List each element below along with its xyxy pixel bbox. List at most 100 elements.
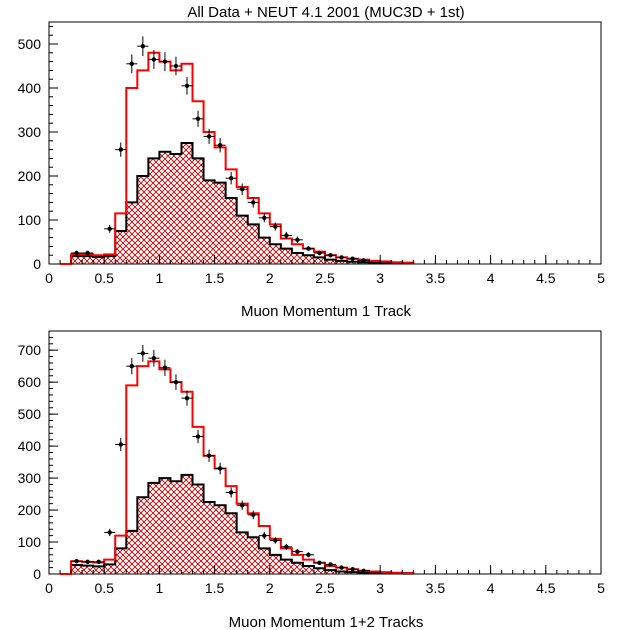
- data-point: [104, 224, 116, 233]
- data-point-marker: [151, 355, 157, 361]
- data-point-marker: [361, 258, 366, 263]
- x-tick-label: 3.5: [426, 270, 446, 286]
- data-point-marker: [129, 363, 134, 369]
- data-point: [280, 543, 292, 550]
- data-point-marker: [74, 559, 79, 564]
- data-point-marker: [107, 226, 112, 231]
- data-point: [148, 49, 160, 69]
- data-point: [336, 255, 348, 260]
- data-point: [203, 128, 215, 144]
- data-point: [236, 500, 248, 510]
- data-point: [137, 36, 149, 56]
- data-point-marker: [217, 143, 223, 148]
- data-point: [247, 197, 259, 208]
- x-tick-label: 5: [597, 270, 605, 286]
- data-point-marker: [118, 442, 123, 447]
- data-point-marker: [339, 565, 344, 570]
- y-tick-label: 200: [18, 502, 42, 518]
- top-histogram-panel: 0 0.5 1 1.5 2 2.5 3 3.5 4 4.5 5 0 100 200 300 400 500: [18, 21, 605, 286]
- data-point: [170, 374, 182, 390]
- x-tick-label: 3: [376, 580, 384, 596]
- data-point: [214, 462, 226, 475]
- data-point: [258, 532, 270, 540]
- data-point-marker: [151, 57, 157, 62]
- data-point-marker: [140, 44, 146, 49]
- data-point: [291, 236, 303, 244]
- y-tick-label: 400: [18, 438, 42, 454]
- data-point: [192, 110, 204, 127]
- chart-title: All Data + NEUT 4.1 2001 (MUC3D + 1st): [187, 4, 464, 21]
- data-point: [181, 76, 193, 95]
- data-point-marker: [195, 116, 201, 122]
- data-point-marker: [217, 466, 223, 471]
- mc-component-histogram: [60, 142, 415, 265]
- data-point-marker: [328, 253, 333, 258]
- data-point: [325, 253, 337, 258]
- data-point-marker: [228, 490, 234, 495]
- data-point: [313, 560, 325, 566]
- y-tick-label: 0: [33, 566, 41, 582]
- data-point-marker: [228, 176, 234, 181]
- data-point-marker: [184, 83, 190, 89]
- mc-total-histogram: [60, 360, 415, 575]
- data-point: [336, 565, 348, 570]
- data-point: [358, 258, 370, 263]
- data-point: [192, 429, 204, 444]
- data-point-marker: [284, 544, 289, 550]
- x-tick-label: 0.5: [94, 580, 114, 596]
- data-point-marker: [251, 200, 256, 205]
- y-tick-label: 300: [18, 470, 42, 486]
- x-tick-label: 2: [266, 270, 274, 286]
- x-tick-label: 3: [376, 270, 384, 286]
- data-point-marker: [251, 512, 256, 518]
- data-point: [126, 54, 138, 74]
- y-tick-label: 100: [18, 212, 42, 228]
- data-point-marker: [339, 255, 344, 260]
- data-point-marker: [140, 351, 146, 356]
- x-tick-label: 1.5: [205, 270, 225, 286]
- data-point: [82, 250, 94, 256]
- data-point: [159, 52, 171, 72]
- data-point-marker: [206, 453, 212, 458]
- data-point: [280, 231, 292, 239]
- x-tick-label: 5: [597, 580, 605, 596]
- data-point-marker: [306, 246, 311, 251]
- y-tick-label: 0: [33, 256, 41, 272]
- data-point-marker: [118, 147, 123, 152]
- y-tick-label: 400: [18, 80, 42, 96]
- data-point-marker: [306, 552, 311, 558]
- data-point: [104, 528, 116, 537]
- x-tick-label: 4: [487, 580, 495, 596]
- data-point: [236, 183, 248, 195]
- data-point-marker: [206, 134, 212, 139]
- data-point-marker: [350, 567, 355, 572]
- data-point-marker: [262, 215, 267, 220]
- y-tick-label: 500: [18, 36, 42, 52]
- x-tick-label: 3.5: [426, 580, 446, 596]
- data-point-marker: [173, 379, 179, 385]
- data-point-marker: [273, 538, 278, 543]
- y-tick-label: 500: [18, 406, 42, 422]
- data-point: [170, 56, 182, 76]
- data-point: [358, 568, 370, 574]
- data-point: [258, 213, 270, 223]
- data-point-marker: [173, 63, 179, 69]
- x-tick-label: 4.5: [536, 580, 556, 596]
- data-point-marker: [195, 434, 201, 439]
- data-point-marker: [129, 61, 134, 66]
- data-point-marker: [96, 559, 101, 565]
- y-tick-label: 300: [18, 124, 42, 140]
- data-point-marker: [240, 187, 245, 192]
- x-tick-label: 2: [266, 580, 274, 596]
- data-point-marker: [273, 224, 278, 229]
- data-point-marker: [295, 549, 300, 554]
- data-point: [82, 559, 94, 565]
- data-point: [302, 552, 314, 558]
- data-point: [214, 137, 226, 153]
- data-point-marker: [184, 395, 190, 401]
- x-tick-label: 4.5: [536, 270, 556, 286]
- data-point-marker: [295, 237, 300, 242]
- y-tick-label: 100: [18, 534, 42, 550]
- mc-component-histogram: [60, 473, 415, 575]
